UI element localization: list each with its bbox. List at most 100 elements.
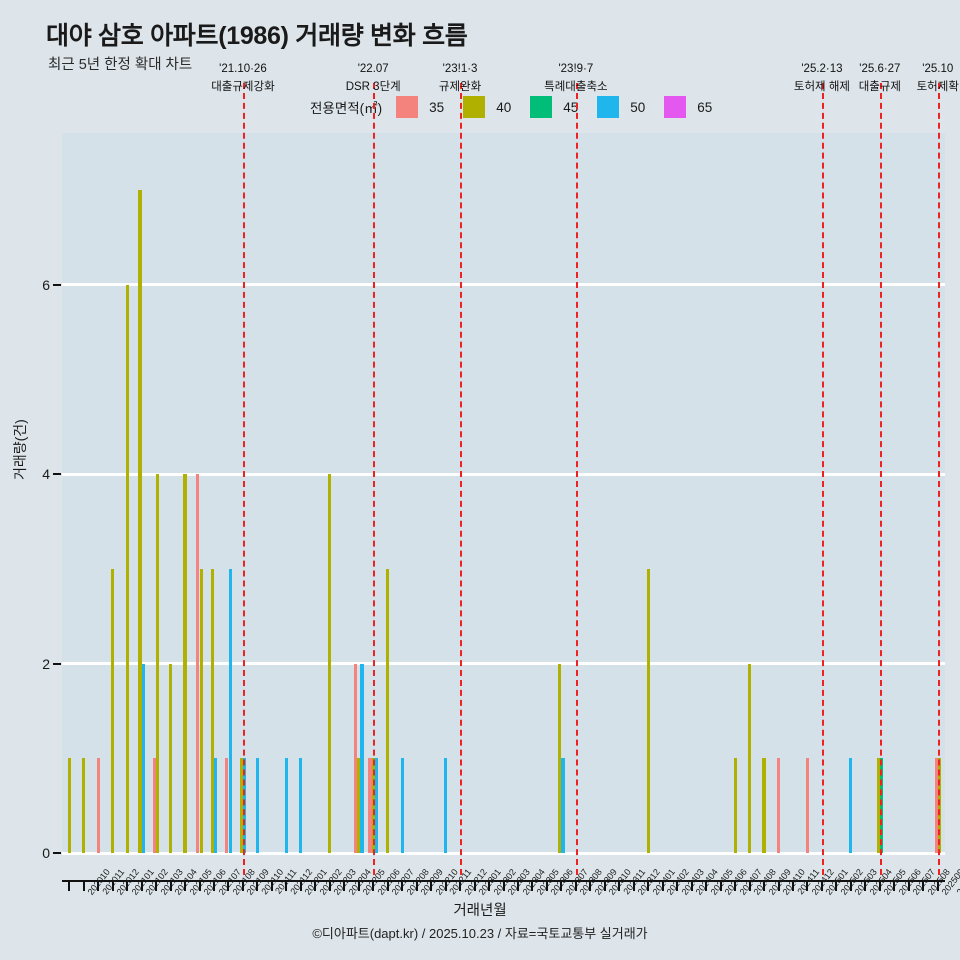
bar[interactable] <box>646 568 650 853</box>
x-tick-mark <box>241 882 244 891</box>
annotation-label: '21.10·26 대출규제강화 <box>211 61 274 97</box>
bar[interactable] <box>934 758 938 853</box>
annotation-label: '22.07 DSR 3단계 <box>346 61 401 97</box>
bar[interactable] <box>353 663 358 853</box>
legend-item[interactable]: 50 <box>597 96 656 118</box>
x-tick-mark <box>893 882 896 891</box>
bar[interactable] <box>360 663 364 853</box>
bar[interactable] <box>156 474 160 853</box>
x-tick-mark <box>184 882 187 891</box>
bar[interactable] <box>125 284 129 853</box>
x-axis-line <box>62 880 945 882</box>
annotation-label: '23!9·7 특례대출축소 <box>544 61 607 97</box>
x-tick-mark <box>430 882 433 891</box>
x-tick-mark <box>68 882 71 891</box>
annotation-line <box>460 83 463 875</box>
x-tick-mark <box>401 882 404 891</box>
bar[interactable] <box>733 758 737 853</box>
x-tick-mark <box>603 882 606 891</box>
bar[interactable] <box>444 758 448 853</box>
bar[interactable] <box>386 568 390 853</box>
x-tick-mark <box>169 882 172 891</box>
x-tick-mark <box>864 882 867 891</box>
bar[interactable] <box>299 758 303 853</box>
bar[interactable] <box>776 758 781 853</box>
annotation-date: '25.2·13 <box>801 63 843 75</box>
x-tick-mark <box>922 882 925 891</box>
annotation-date: '22.07 <box>357 63 389 75</box>
y-tick-label: 2 <box>42 655 50 672</box>
bar[interactable] <box>210 568 214 853</box>
x-tick-mark <box>734 882 737 891</box>
x-tick-mark <box>198 882 201 891</box>
bar[interactable] <box>196 474 200 853</box>
x-tick-mark <box>314 882 317 891</box>
bar[interactable] <box>152 758 156 853</box>
y-tick-mark <box>53 283 61 286</box>
legend-swatch-icon <box>396 96 419 118</box>
legend-item[interactable]: 45 <box>530 96 589 118</box>
bar[interactable] <box>328 474 332 853</box>
x-tick-mark <box>806 882 809 891</box>
x-tick-mark <box>227 882 230 891</box>
x-tick-mark <box>299 882 302 891</box>
y-tick-label: 6 <box>42 276 50 293</box>
bar[interactable] <box>168 663 173 853</box>
bar[interactable] <box>138 189 142 853</box>
bar[interactable] <box>183 474 187 853</box>
bar[interactable] <box>400 758 404 853</box>
x-tick-mark <box>357 882 360 891</box>
legend-swatch-icon <box>597 96 620 118</box>
legend-item[interactable]: 65 <box>664 96 723 118</box>
x-tick-mark <box>690 882 693 891</box>
bar[interactable] <box>762 758 766 853</box>
y-tick-mark <box>53 662 61 665</box>
page-title: 대야 삼호 아파트(1986) 거래량 변화 흐름 <box>46 22 468 50</box>
bar[interactable] <box>747 663 752 853</box>
bar[interactable] <box>225 758 229 853</box>
x-tick-mark <box>632 882 635 891</box>
bar[interactable] <box>368 758 372 853</box>
bar[interactable] <box>67 758 71 853</box>
bar[interactable] <box>805 758 810 853</box>
bar[interactable] <box>255 758 259 853</box>
x-tick-mark <box>285 882 288 891</box>
x-tick-mark <box>589 882 592 891</box>
bar[interactable] <box>199 568 203 853</box>
bar[interactable] <box>82 758 86 853</box>
bar[interactable] <box>141 663 145 853</box>
bar[interactable] <box>849 758 853 853</box>
legend-item[interactable]: 35 <box>396 96 455 118</box>
annotation-text: 토허제확 <box>916 80 959 93</box>
annotation-line <box>575 83 578 875</box>
x-tick-mark <box>502 882 505 891</box>
x-tick-mark <box>212 882 215 891</box>
x-tick-mark <box>618 882 621 891</box>
bar[interactable] <box>239 758 243 853</box>
legend-item[interactable]: 40 <box>463 96 522 118</box>
x-tick-mark <box>560 882 563 891</box>
x-tick-mark <box>748 882 751 891</box>
y-axis-title: 거래량(건) <box>12 419 28 480</box>
x-tick-mark <box>574 882 577 891</box>
bar[interactable] <box>876 758 880 853</box>
x-tick-mark <box>372 882 375 891</box>
x-tick-mark <box>531 882 534 891</box>
bar[interactable] <box>228 568 232 853</box>
x-tick-mark <box>907 882 910 891</box>
bar[interactable] <box>371 758 375 853</box>
bar[interactable] <box>284 758 288 853</box>
bar[interactable] <box>558 663 562 853</box>
bar[interactable] <box>96 758 100 853</box>
x-tick-mark <box>763 882 766 891</box>
bar[interactable] <box>357 758 361 853</box>
bar[interactable] <box>111 568 115 853</box>
y-tick-label: 0 <box>42 845 50 861</box>
bar[interactable] <box>374 758 379 853</box>
bar[interactable] <box>214 758 218 853</box>
annotation-text: 특례대출축소 <box>544 80 608 93</box>
gridline <box>62 662 945 666</box>
legend-swatch-icon <box>664 96 687 118</box>
bar[interactable] <box>561 758 565 853</box>
